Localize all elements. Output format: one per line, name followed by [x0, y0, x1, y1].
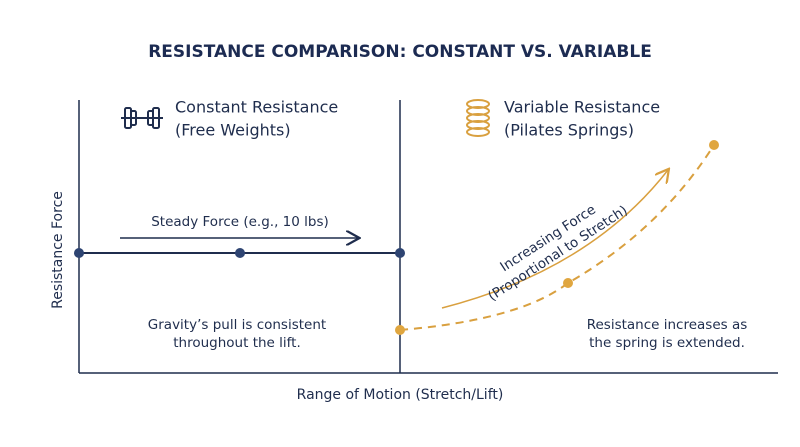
point [395, 325, 405, 335]
panel-subtitle: (Pilates Springs) [504, 121, 634, 140]
note: Gravity’s pull is consistent [148, 317, 326, 333]
note: throughout the lift. [173, 335, 301, 351]
note: Resistance increases as [587, 317, 748, 333]
y-axis-label: Resistance Force [50, 191, 66, 309]
panel-title: Variable Resistance [504, 98, 660, 117]
point [395, 248, 405, 258]
force-label-group: Increasing Force (Proportional to Stretc… [485, 202, 630, 305]
title: RESISTANCE COMPARISON: CONSTANT VS. VARI… [148, 42, 652, 62]
point [74, 248, 84, 258]
spring-icon [466, 99, 490, 137]
variable-curve [399, 144, 715, 331]
force-label: (Proportional to Stretch) [485, 202, 630, 304]
dumbbell-icon [121, 107, 163, 129]
panel-subtitle: (Free Weights) [175, 121, 291, 140]
point [709, 140, 719, 150]
point [563, 278, 573, 288]
panel-title: Constant Resistance [175, 98, 338, 117]
force-arrow [441, 170, 668, 309]
point [235, 248, 245, 258]
force-label: Steady Force (e.g., 10 lbs) [151, 214, 329, 230]
x-axis-label: Range of Motion (Stretch/Lift) [297, 387, 504, 403]
note: the spring is extended. [589, 335, 745, 351]
